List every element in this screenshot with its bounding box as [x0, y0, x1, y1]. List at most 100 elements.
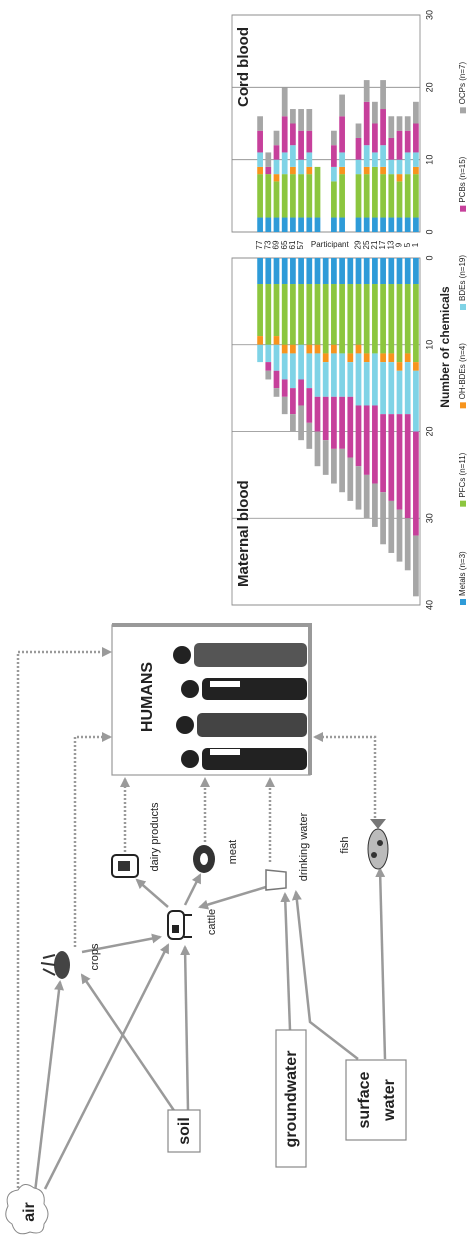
bar-segment [339, 152, 345, 166]
bar-segment [339, 353, 345, 396]
x-axis-title: Number of chemicals [438, 286, 452, 408]
bar-segment [298, 379, 304, 405]
node-label: water [381, 1079, 398, 1122]
bar-segment [306, 345, 312, 354]
bar-segment [298, 405, 304, 440]
legend-swatch [460, 304, 466, 310]
bar-segment [274, 284, 280, 336]
bar-segment [282, 174, 288, 217]
bar-segment [380, 492, 386, 544]
bar-segment [265, 258, 271, 284]
bar-segment [405, 258, 411, 284]
bar-segment [339, 116, 345, 152]
y-tick-label: 29 [354, 240, 363, 249]
bar-segment [405, 218, 411, 232]
chart-title: Cord blood [235, 27, 252, 107]
bar-segment [306, 388, 312, 423]
bar-segment [380, 414, 386, 492]
bar-segment [347, 258, 353, 284]
bar-segment [372, 353, 378, 405]
bar-segment [257, 218, 263, 232]
bar-segment [413, 536, 419, 597]
bar-segment [323, 258, 329, 284]
bar-segment [405, 174, 411, 217]
bar-segment [347, 458, 353, 501]
bar-segment [274, 258, 280, 284]
bar-segment [339, 258, 345, 284]
bar-segment [413, 284, 419, 362]
bar-segment [413, 362, 419, 371]
bar-segment [331, 167, 337, 181]
bar-segment [257, 345, 263, 362]
bar-segment [356, 345, 362, 354]
bar-segment [282, 152, 288, 174]
y-tick-label: 65 [280, 240, 289, 249]
bar-segment [397, 116, 403, 130]
legend-label: PCBs (n=15) [458, 156, 467, 202]
bar-segment [257, 167, 263, 174]
bar-segment [372, 405, 378, 483]
bar-segment [413, 174, 419, 217]
bar-segment [356, 218, 362, 232]
bar-segment [356, 138, 362, 160]
bar-segment [397, 131, 403, 160]
bar-segment [380, 167, 386, 174]
bar-segment [274, 345, 280, 371]
node-label: surface [356, 1071, 373, 1128]
bar-segment [413, 152, 419, 166]
bar-segment [331, 397, 337, 449]
bar-segment [257, 336, 263, 345]
bar-segment [274, 160, 280, 174]
bar-segment [405, 353, 411, 362]
bar-segment [290, 124, 296, 146]
bar-segment [339, 218, 345, 232]
y-tick-label: 57 [296, 240, 305, 249]
legend-swatch [460, 107, 466, 113]
bar-segment [364, 405, 370, 474]
bar-segment [356, 353, 362, 405]
node-label: groundwater [283, 1051, 300, 1148]
bar-segment [298, 345, 304, 380]
bar-segment [413, 371, 419, 432]
y-tick-label: 77 [255, 240, 264, 249]
x-tick-label: 0 [424, 255, 434, 260]
bar-segment [331, 345, 337, 354]
bar-segment [380, 258, 386, 284]
node-label: air [21, 1202, 38, 1222]
bar-segment [397, 371, 403, 414]
bar-segment [290, 414, 296, 431]
bar-segment [298, 174, 304, 217]
bar-segment [282, 379, 288, 396]
bar-segment [372, 167, 378, 218]
bar-segment [356, 160, 362, 174]
bar-segment [413, 167, 419, 174]
bar-segment [282, 345, 288, 354]
y-tick-label: 61 [288, 240, 297, 249]
bar-segment [265, 362, 271, 371]
bar-segment [388, 258, 394, 284]
x-tick-label: 20 [424, 426, 434, 436]
node-label: soil [176, 1117, 193, 1145]
bar-segment [372, 124, 378, 153]
dairy-icon [112, 855, 138, 877]
bar-segment [306, 131, 312, 153]
bar-segment [331, 258, 337, 284]
y-tick-label: 25 [362, 240, 371, 249]
bar-segment [290, 258, 296, 284]
bar-segment [282, 258, 288, 284]
bar-segment [380, 218, 386, 232]
bar-segment [298, 160, 304, 174]
bar-segment [265, 345, 271, 362]
bar-segment [413, 258, 419, 284]
y-tick-label: 69 [272, 240, 281, 249]
bar-segment [347, 397, 353, 458]
bar-segment [397, 258, 403, 284]
bar-segment [372, 284, 378, 353]
bar-segment [356, 258, 362, 284]
bar-segment [397, 174, 403, 181]
bar-segment [397, 284, 403, 362]
bar-segment [339, 397, 345, 449]
bar-segment [364, 362, 370, 405]
bar-segment [388, 174, 394, 217]
bar-segment [388, 160, 394, 174]
